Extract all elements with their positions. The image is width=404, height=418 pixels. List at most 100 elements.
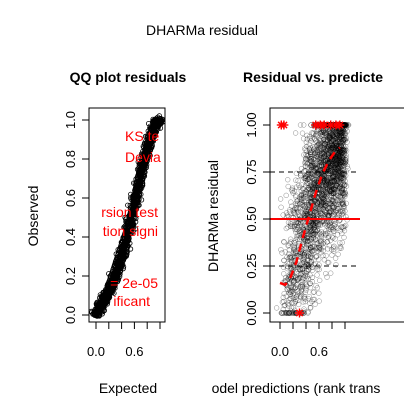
residual-point bbox=[336, 134, 342, 141]
residual-point bbox=[327, 132, 333, 138]
residual-point bbox=[314, 147, 320, 153]
residual-point bbox=[337, 167, 343, 173]
residual-point bbox=[326, 141, 333, 147]
residual-point bbox=[335, 153, 342, 159]
residual-point bbox=[335, 145, 342, 152]
residual-point bbox=[288, 310, 294, 316]
residual-point bbox=[308, 253, 314, 259]
residual-point bbox=[310, 229, 316, 235]
residual-point bbox=[339, 185, 345, 191]
residual-point bbox=[334, 139, 341, 145]
residual-point bbox=[309, 228, 315, 234]
residual-point bbox=[338, 150, 344, 156]
residual-point bbox=[336, 164, 342, 170]
residual-point bbox=[328, 270, 334, 276]
residual-point bbox=[344, 122, 350, 128]
residual-point bbox=[333, 133, 340, 140]
residual-point bbox=[295, 271, 301, 277]
residual-point bbox=[328, 154, 334, 160]
residual-point bbox=[299, 201, 306, 207]
residual-point bbox=[316, 198, 322, 205]
residual-point bbox=[287, 253, 294, 259]
residual-point bbox=[326, 197, 333, 203]
residual-point bbox=[317, 168, 323, 174]
residual-point bbox=[322, 220, 328, 226]
residual-point bbox=[332, 180, 338, 186]
residual-point bbox=[339, 194, 345, 200]
residual-point bbox=[330, 248, 337, 254]
residual-point bbox=[301, 293, 307, 300]
residual-point bbox=[290, 190, 296, 196]
residual-point bbox=[294, 234, 300, 240]
residual-point bbox=[318, 136, 324, 142]
residual-point bbox=[307, 151, 314, 158]
residual-point bbox=[304, 235, 310, 241]
residual-point bbox=[308, 162, 315, 168]
residual-point bbox=[330, 137, 336, 143]
residual-point bbox=[332, 173, 339, 180]
residual-point bbox=[327, 129, 333, 136]
qq-annotation: rsion test bbox=[101, 204, 158, 220]
residual-point bbox=[308, 246, 314, 253]
residual-point bbox=[333, 161, 339, 167]
residual-point bbox=[332, 160, 339, 166]
residual-point bbox=[324, 191, 330, 197]
residual-point bbox=[282, 302, 288, 308]
residual-point bbox=[288, 257, 295, 263]
residual-point bbox=[311, 289, 317, 295]
residual-point bbox=[326, 259, 332, 266]
residual-point bbox=[318, 139, 324, 145]
residual-point bbox=[302, 215, 308, 221]
residual-point bbox=[309, 195, 316, 202]
residual-point bbox=[316, 266, 322, 273]
residual-point bbox=[325, 212, 332, 218]
residual-point bbox=[322, 186, 328, 192]
residual-point bbox=[330, 244, 337, 250]
residual-point bbox=[302, 212, 309, 218]
residual-point bbox=[306, 196, 312, 202]
residual-point bbox=[319, 129, 325, 135]
residual-point bbox=[298, 172, 304, 179]
residual-point bbox=[327, 187, 334, 193]
residual-point bbox=[340, 225, 347, 231]
residual-point bbox=[318, 238, 324, 245]
residual-point bbox=[328, 135, 335, 141]
residual-point bbox=[326, 142, 333, 149]
residual-point bbox=[338, 142, 344, 148]
residual-point bbox=[321, 151, 327, 157]
residual-point bbox=[291, 279, 297, 285]
residual-point bbox=[318, 155, 324, 162]
residual-point bbox=[326, 226, 332, 232]
residual-point bbox=[334, 132, 340, 139]
residual-point bbox=[312, 301, 318, 307]
residual-point bbox=[336, 153, 343, 160]
residual-point bbox=[337, 164, 343, 171]
residual-point bbox=[292, 211, 299, 217]
residual-point bbox=[318, 196, 324, 202]
residual-point bbox=[313, 198, 320, 205]
residual-point bbox=[333, 130, 339, 137]
residual-point bbox=[304, 164, 311, 170]
residual-point bbox=[319, 182, 325, 188]
residual-point bbox=[327, 193, 333, 199]
residual-point bbox=[327, 188, 334, 195]
residual-point bbox=[338, 175, 345, 181]
residual-point bbox=[335, 225, 341, 231]
residual-point bbox=[320, 252, 326, 259]
residual-point bbox=[310, 232, 316, 238]
residual-point bbox=[343, 152, 349, 158]
residual-point bbox=[333, 141, 340, 147]
residual-point bbox=[323, 158, 329, 164]
residual-point bbox=[338, 173, 345, 179]
residual-point bbox=[313, 149, 319, 155]
residual-point bbox=[331, 222, 337, 229]
residual-point bbox=[332, 140, 338, 146]
residual-point bbox=[318, 129, 325, 136]
residual-point bbox=[281, 257, 287, 264]
residual-point bbox=[331, 185, 337, 192]
residual-point bbox=[334, 178, 340, 184]
residual-point bbox=[338, 162, 344, 168]
residual-point bbox=[335, 168, 341, 175]
residual-point bbox=[342, 136, 348, 143]
residual-point bbox=[301, 168, 308, 174]
